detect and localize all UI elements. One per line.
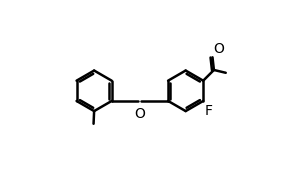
Text: O: O	[214, 42, 225, 56]
Text: O: O	[134, 107, 145, 121]
Text: F: F	[205, 104, 213, 118]
